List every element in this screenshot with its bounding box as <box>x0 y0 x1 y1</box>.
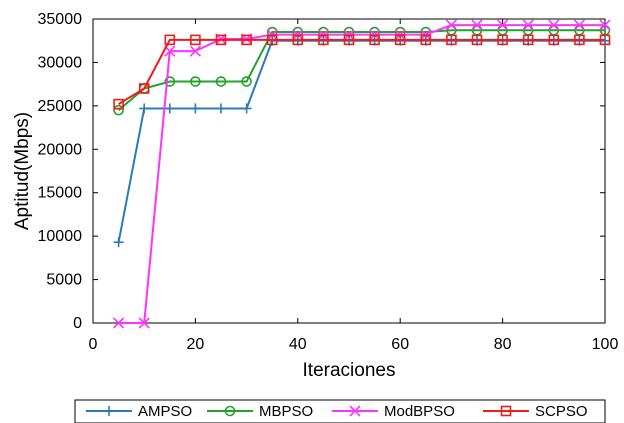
data-point-modbpso <box>573 19 585 31</box>
data-point-ampso <box>113 237 124 248</box>
data-point-mbpso <box>164 76 176 87</box>
data-point-ampso <box>241 103 252 114</box>
data-point-scpso <box>215 34 227 46</box>
x-tick-label: 100 <box>592 336 619 353</box>
data-point-scpso <box>343 34 355 46</box>
data-point-modbpso <box>113 317 125 329</box>
data-point-modbpso <box>138 317 150 329</box>
legend-label-scpso: SCPSO <box>535 403 588 420</box>
legend-marker-scpso <box>500 405 512 417</box>
x-tick-label: 40 <box>289 336 307 353</box>
plot-area <box>92 18 606 324</box>
data-point-modbpso <box>599 19 611 31</box>
data-point-modbpso <box>189 45 201 57</box>
legend-marker-mbpso <box>224 405 236 417</box>
data-point-scpso <box>266 34 278 46</box>
data-point-ampso <box>190 103 201 114</box>
data-point-mbpso <box>292 26 304 38</box>
y-tick-label: 10000 <box>38 228 83 245</box>
legend-marker-ampso <box>104 406 114 416</box>
data-point-modbpso <box>522 19 534 31</box>
series-group <box>113 19 611 329</box>
data-point-mbpso <box>241 76 252 87</box>
legend-item-modbpso: ModBPSO <box>332 403 455 420</box>
data-point-scpso <box>190 34 201 46</box>
data-point-modbpso <box>497 19 509 31</box>
data-point-mbpso <box>215 76 227 87</box>
data-point-mbpso <box>394 26 406 38</box>
data-point-scpso <box>420 34 432 46</box>
series-scpso <box>113 34 611 110</box>
data-point-scpso <box>599 34 611 46</box>
data-point-mbpso <box>369 26 380 38</box>
series-line-modbpso <box>118 24 605 324</box>
data-point-ampso <box>164 103 175 114</box>
data-point-mbpso <box>113 104 124 116</box>
y-tick-label: 0 <box>73 315 82 332</box>
y-axis-ticks: 0 5000 10000 15000 20000 25000 30000 35000 <box>38 11 605 332</box>
data-point-scpso <box>369 34 380 46</box>
data-point-modbpso <box>445 19 457 31</box>
legend-item-scpso: SCPSO <box>483 403 588 420</box>
data-point-scpso <box>138 83 150 94</box>
data-point-modbpso <box>471 19 483 31</box>
legend-marker-modbpso <box>349 405 361 417</box>
y-tick-label: 25000 <box>38 98 83 115</box>
data-point-scpso <box>241 34 252 46</box>
y-tick-label: 20000 <box>38 141 83 158</box>
x-axis-label: Iteraciones <box>303 360 396 381</box>
data-point-mbpso <box>190 76 201 87</box>
x-tick-label: 80 <box>494 336 512 353</box>
data-point-mbpso <box>318 26 329 38</box>
y-tick-label: 35000 <box>38 11 83 28</box>
x-tick-label: 60 <box>391 336 409 353</box>
data-point-scpso <box>497 34 508 46</box>
data-point-scpso <box>113 98 124 110</box>
data-point-scpso <box>548 34 560 46</box>
data-point-ampso <box>139 103 150 114</box>
y-axis-label: Aptitud(Mbps) <box>12 112 33 230</box>
data-point-scpso <box>318 34 329 46</box>
data-point-mbpso <box>266 26 278 38</box>
data-point-scpso <box>446 34 457 46</box>
legend: AMPSO MBPSO ModBPSO SCPSO <box>74 399 606 423</box>
legend-label-ampso: AMPSO <box>138 403 192 420</box>
data-point-scpso <box>471 34 483 46</box>
x-tick-label: 0 <box>89 336 98 353</box>
data-point-scpso <box>394 34 406 46</box>
x-tick-label: 20 <box>187 336 205 353</box>
y-tick-label: 15000 <box>38 185 83 202</box>
data-point-mbpso <box>343 26 355 38</box>
x-axis-ticks: 0 20 40 60 80 100 <box>89 19 619 353</box>
data-point-scpso <box>522 34 534 46</box>
y-tick-label: 30000 <box>38 54 83 71</box>
legend-items: AMPSO MBPSO ModBPSO SCPSO <box>86 403 588 420</box>
data-point-scpso <box>164 34 176 46</box>
legend-label-mbpso: MBPSO <box>259 403 313 420</box>
legend-item-mbpso: MBPSO <box>207 403 313 420</box>
data-point-scpso <box>574 34 585 46</box>
y-tick-label: 5000 <box>46 272 82 289</box>
data-point-ampso <box>216 103 226 114</box>
legend-item-ampso: AMPSO <box>86 403 192 420</box>
data-point-scpso <box>292 34 304 46</box>
legend-label-modbpso: ModBPSO <box>384 403 455 420</box>
data-point-modbpso <box>548 19 560 31</box>
